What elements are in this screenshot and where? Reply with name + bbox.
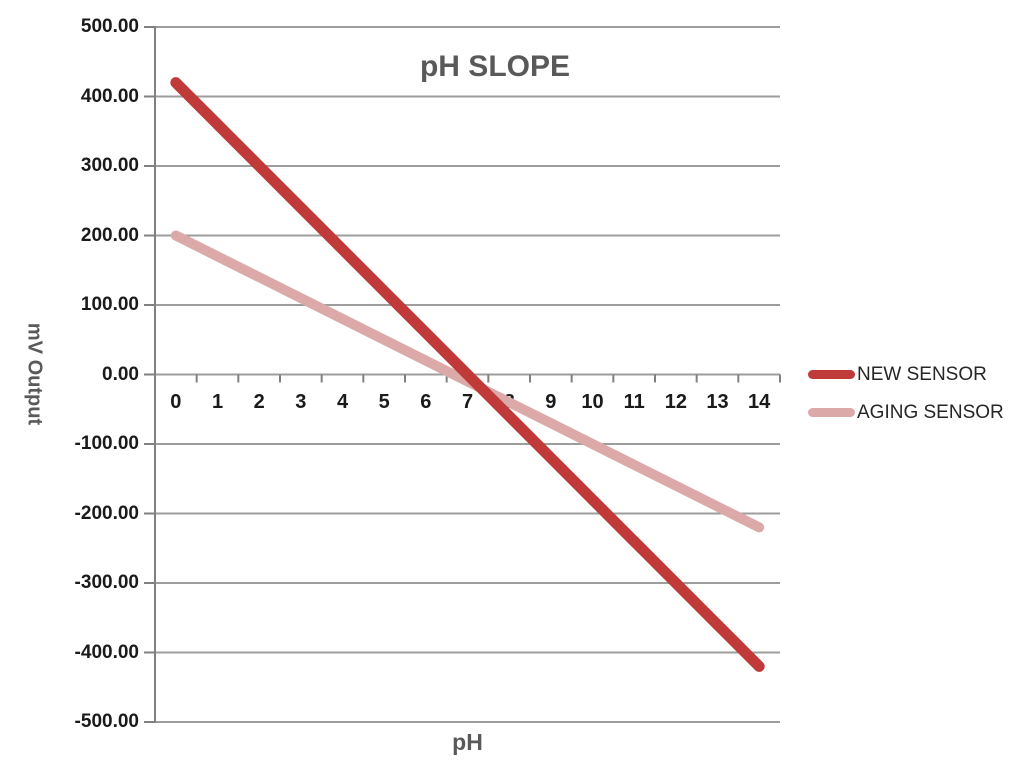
legend-label: AGING SENSOR xyxy=(857,401,1004,423)
y-tick-label: -500.00 xyxy=(74,711,139,732)
x-tick-label: 2 xyxy=(253,391,265,413)
series-line-new-sensor xyxy=(170,77,765,672)
chart-title: pH SLOPE xyxy=(419,50,570,83)
y-axis-title: mV Output xyxy=(23,322,46,426)
y-tick-label: -100.00 xyxy=(74,433,139,454)
x-tick-label: 3 xyxy=(295,391,307,413)
legend-label: NEW SENSOR xyxy=(857,363,987,385)
legend-item-new-sensor: NEW SENSOR xyxy=(808,364,1004,385)
legend: NEW SENSOR AGING SENSOR xyxy=(808,364,1004,423)
x-tick-label: 5 xyxy=(378,391,390,413)
x-tick-label: 10 xyxy=(581,391,604,413)
y-tick-label: -300.00 xyxy=(74,572,139,593)
y-tick-label: 100.00 xyxy=(80,294,139,315)
x-tick-label: 4 xyxy=(336,391,349,413)
x-tick-label: 7 xyxy=(461,391,474,413)
x-tick-label: 8 xyxy=(503,391,515,413)
x-tick-label: 14 xyxy=(748,391,771,413)
x-tick-label: 0 xyxy=(170,391,182,413)
y-tick-label: 400.00 xyxy=(80,85,139,107)
x-tick-label: 13 xyxy=(706,391,729,413)
y-tick-label: -200.00 xyxy=(74,502,139,524)
x-tick-label: 11 xyxy=(623,391,645,413)
x-tick-label: 1 xyxy=(211,391,224,413)
series-line-aging-sensor xyxy=(170,230,765,533)
x-tick-label: 6 xyxy=(420,391,432,413)
y-tick-label: 200.00 xyxy=(80,224,139,246)
y-tick-label: 500.00 xyxy=(80,16,139,37)
legend-item-aging-sensor: AGING SENSOR xyxy=(808,402,1004,423)
y-tick-label: -400.00 xyxy=(74,641,139,663)
x-tick-label: 9 xyxy=(545,391,557,413)
legend-swatch-icon xyxy=(808,408,855,417)
y-tick-label: 300.00 xyxy=(80,155,139,176)
x-axis-title: pH xyxy=(452,729,483,755)
x-tick-label: 12 xyxy=(664,391,687,413)
y-tick-label: 0.00 xyxy=(102,363,139,385)
legend-swatch-icon xyxy=(808,370,855,379)
